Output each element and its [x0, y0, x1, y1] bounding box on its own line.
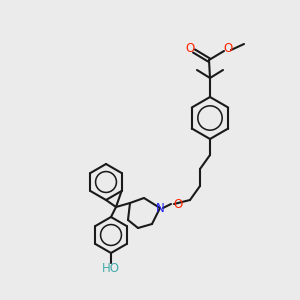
Text: HO: HO	[102, 262, 120, 275]
Text: O: O	[173, 197, 183, 211]
Text: O: O	[224, 43, 232, 56]
Text: N: N	[156, 202, 164, 214]
Text: O: O	[185, 43, 195, 56]
